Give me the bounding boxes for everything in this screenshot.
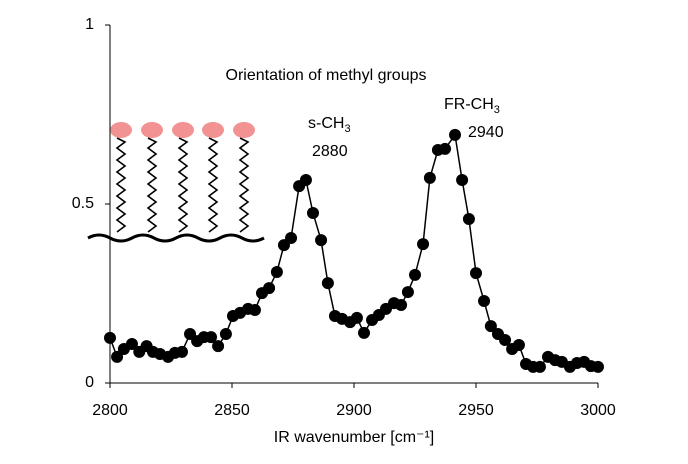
data-point — [219, 327, 232, 340]
y-tick-label: 0 — [85, 374, 94, 391]
data-point — [439, 142, 452, 155]
annotation-sub: 3 — [494, 104, 500, 116]
data-point — [417, 238, 430, 251]
data-point — [270, 266, 283, 279]
data-point — [499, 334, 512, 347]
x-axis-label: IR wavenumber [cm⁻¹] — [274, 429, 434, 446]
methyl — [233, 122, 255, 138]
inset-title: Orientation of methyl groups — [226, 67, 427, 84]
annotation: FR-CH3 — [444, 96, 500, 116]
data-point — [478, 295, 491, 308]
x-tick-label: 2950 — [458, 402, 494, 419]
data-point — [299, 174, 312, 187]
x-tick-label: 3000 — [580, 402, 616, 419]
data-point — [307, 206, 320, 219]
methyl-heads — [110, 122, 255, 138]
data-point — [484, 320, 497, 333]
data-point — [533, 360, 546, 373]
y-tick-label: 1 — [85, 16, 94, 33]
annotation-sub: 3 — [344, 123, 350, 135]
methyl — [202, 122, 224, 138]
data-point — [512, 339, 525, 352]
annotation-text: s-CH — [308, 115, 344, 132]
data-point — [456, 174, 469, 187]
y-tick-label: 0.5 — [72, 195, 94, 212]
annotation: s-CH3 — [308, 115, 351, 135]
chains — [115, 137, 250, 233]
annotation-text: FR-CH — [444, 96, 494, 113]
annotation: 2880 — [312, 143, 348, 160]
data-point — [263, 282, 276, 295]
data-point — [315, 234, 328, 247]
annotation: 2940 — [468, 124, 504, 141]
x-tick-label: 2900 — [336, 402, 372, 419]
data-point — [449, 128, 462, 141]
methyl — [172, 122, 194, 138]
data-point — [350, 311, 363, 324]
substrate — [87, 233, 265, 243]
data-point — [285, 232, 298, 245]
data-point — [104, 331, 116, 344]
data-point — [470, 267, 482, 280]
data-point — [395, 298, 408, 311]
methyl — [110, 122, 132, 138]
data-point — [175, 345, 188, 358]
data-point — [205, 331, 218, 344]
data-point — [358, 326, 371, 339]
data-point — [462, 213, 475, 226]
x-tick-label: 2850 — [214, 402, 250, 419]
data-point — [592, 360, 604, 373]
data-point — [423, 171, 436, 184]
data-point — [111, 350, 124, 363]
data-point — [401, 286, 414, 299]
data-point — [409, 268, 421, 281]
molecule-illustration — [87, 122, 265, 243]
x-tick-label: 2800 — [92, 402, 128, 419]
data-point — [125, 337, 138, 350]
data-point — [248, 303, 261, 316]
data-point — [321, 277, 334, 290]
methyl — [141, 122, 163, 138]
data-point — [212, 340, 225, 353]
